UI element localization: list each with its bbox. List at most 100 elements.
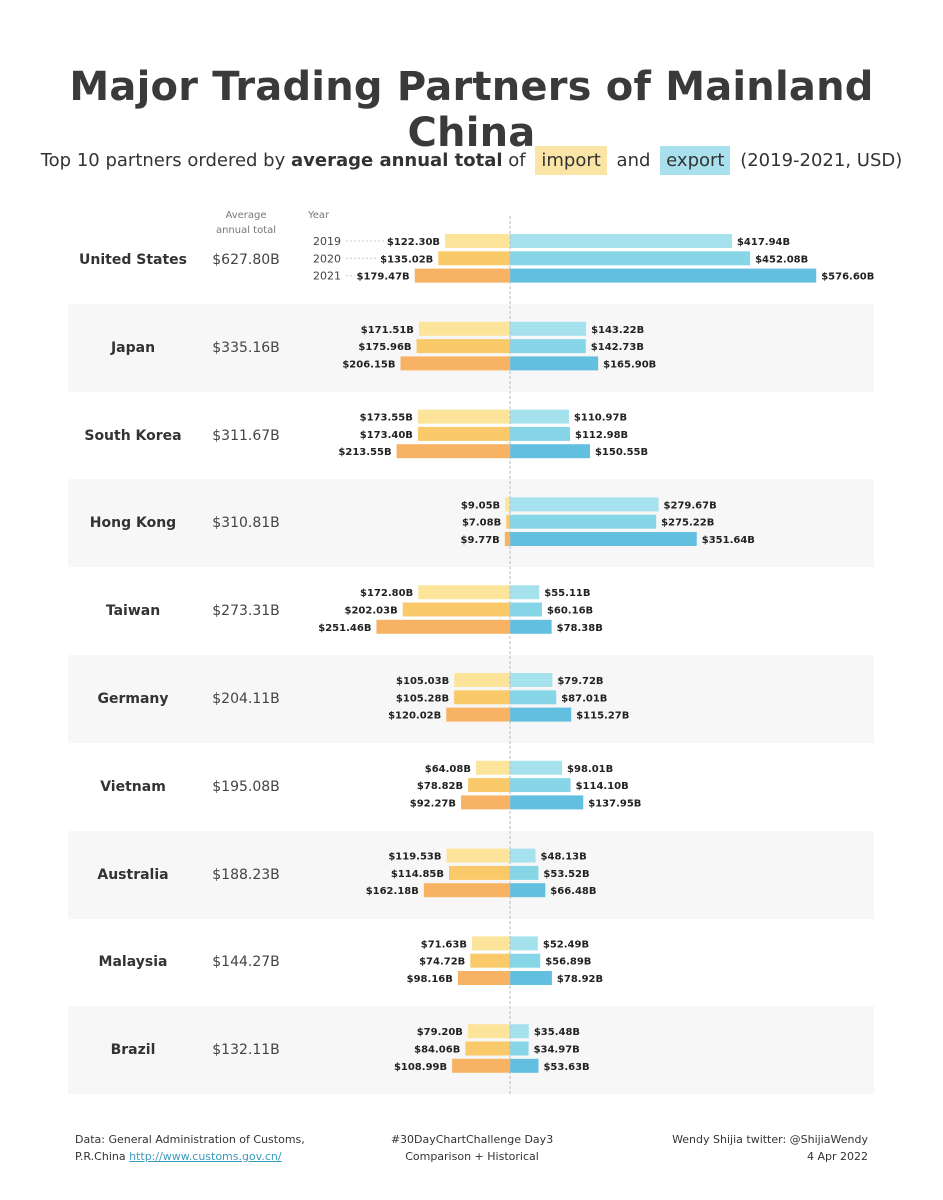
source-link[interactable]: http://www.customs.gov.cn/ — [129, 1150, 282, 1163]
export-bar — [510, 936, 538, 951]
import-value-label: $74.72B — [419, 957, 465, 968]
export-bar — [510, 514, 657, 529]
partner-row: United States $627.80B — [68, 216, 874, 304]
import-bar — [438, 251, 510, 266]
export-value-label: $112.98B — [575, 430, 628, 441]
avg-header-line2: annual total — [215, 225, 277, 236]
import-bar — [418, 321, 510, 336]
country-name: Vietnam — [100, 778, 166, 795]
import-bar — [396, 444, 510, 459]
export-bar — [510, 865, 539, 880]
chart-subtitle: Top 10 partners ordered by average annua… — [0, 146, 943, 175]
import-bar — [446, 707, 510, 722]
country-name: South Korea — [84, 427, 182, 444]
export-value-label: $165.90B — [603, 359, 656, 370]
export-bar — [510, 690, 557, 705]
import-bar — [400, 356, 510, 371]
import-value-label: $206.15B — [342, 359, 395, 370]
export-bar — [510, 251, 751, 266]
export-bar — [510, 409, 569, 424]
footer-source: Data: General Administration of Customs,… — [75, 1131, 335, 1165]
export-bar — [510, 602, 542, 617]
import-value-label: $213.55B — [338, 447, 391, 458]
subtitle-part3: (2019-2021, USD) — [740, 150, 903, 171]
export-value-label: $275.22B — [661, 518, 714, 529]
import-bar — [471, 936, 510, 951]
export-bar — [510, 1058, 539, 1073]
export-value-label: $87.01B — [561, 693, 607, 704]
export-bar — [510, 497, 659, 512]
country-name: Taiwan — [105, 603, 161, 620]
import-bar — [417, 409, 510, 424]
partner-row: Taiwan $273.31B — [68, 567, 874, 655]
export-value-label: $110.97B — [574, 413, 627, 424]
import-bar — [505, 497, 510, 512]
export-bar — [510, 321, 587, 336]
import-bar — [470, 953, 510, 968]
import-legend-tag: import — [535, 146, 607, 175]
export-value-label: $48.13B — [541, 852, 587, 863]
export-bar — [510, 707, 572, 722]
footer-challenge-line1: #30DayChartChallenge Day3 — [390, 1133, 554, 1146]
import-bar — [468, 778, 510, 793]
footer-challenge-line2: Comparison + Historical — [405, 1150, 539, 1163]
subtitle-bold: average annual total — [291, 150, 503, 171]
country-name: Hong Kong — [89, 515, 177, 532]
import-value-label: $122.30B — [387, 237, 440, 248]
import-value-label: $202.03B — [345, 606, 398, 617]
export-value-label: $142.73B — [591, 342, 644, 353]
import-value-label: $98.16B — [407, 974, 453, 985]
chart-title: Major Trading Partners of Mainland China — [69, 64, 874, 156]
export-value-label: $351.64B — [702, 535, 755, 546]
footer-author-line2: 4 Apr 2022 — [806, 1150, 868, 1163]
export-bar — [510, 953, 541, 968]
import-value-label: $135.02B — [380, 254, 433, 265]
country-name: Brazil — [110, 1042, 156, 1059]
import-bar — [457, 971, 510, 985]
import-value-label: $119.53B — [388, 852, 441, 863]
import-value-label: $171.51B — [361, 325, 414, 336]
import-bar — [454, 673, 510, 687]
average-annual-total: $335.16B — [212, 339, 280, 356]
import-value-label: $114.85B — [391, 869, 444, 880]
import-bar — [465, 1041, 510, 1056]
export-bar — [510, 532, 697, 546]
import-value-label: $71.63B — [421, 939, 467, 950]
import-value-label: $173.40B — [360, 430, 413, 441]
export-value-label: $79.72B — [557, 676, 603, 687]
export-bar — [510, 356, 599, 371]
export-bar — [510, 1024, 529, 1039]
average-annual-total: $188.23B — [212, 866, 280, 883]
year-label: 2021 — [313, 270, 341, 283]
export-value-label: $60.16B — [547, 606, 593, 617]
export-bar — [510, 778, 571, 793]
country-name: Germany — [97, 691, 169, 707]
export-bar — [510, 673, 553, 687]
export-bar — [510, 1041, 529, 1056]
export-value-label: $417.94B — [737, 237, 790, 248]
export-bar — [510, 883, 546, 898]
export-bar — [510, 795, 584, 810]
year-label: 2020 — [313, 252, 341, 265]
export-value-label: $143.22B — [591, 325, 644, 336]
export-value-label: $52.49B — [543, 939, 589, 950]
import-bar — [402, 602, 510, 617]
export-bar — [510, 426, 571, 441]
import-value-label: $7.08B — [462, 518, 501, 529]
import-bar — [416, 339, 510, 354]
subtitle-part1: Top 10 partners ordered by — [40, 150, 286, 171]
footer-author-line1: Wendy Shijia twitter: @ShijiaWendy — [672, 1133, 868, 1146]
export-value-label: $115.27B — [576, 711, 629, 722]
average-annual-total: $204.11B — [212, 691, 280, 707]
average-annual-total: $195.08B — [212, 778, 280, 795]
export-bar — [510, 585, 540, 600]
export-value-label: $35.48B — [534, 1027, 580, 1038]
avg-header-line1: Average — [225, 210, 267, 221]
export-value-label: $452.08B — [755, 254, 808, 265]
partner-row: South Korea $311.67B — [68, 392, 874, 480]
export-value-label: $55.11B — [544, 588, 590, 599]
export-value-label: $279.67B — [664, 500, 717, 511]
average-annual-total: $132.11B — [212, 1042, 280, 1059]
import-value-label: $179.47B — [357, 272, 410, 283]
year-label: 2019 — [313, 235, 341, 248]
